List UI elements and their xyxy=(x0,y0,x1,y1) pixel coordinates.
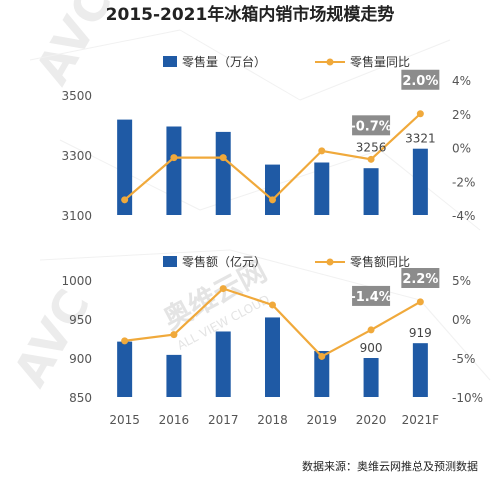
right-axis-tick: 0% xyxy=(452,142,471,156)
bar-value-label-2021F: 3321 xyxy=(405,132,436,146)
bar-2020 xyxy=(363,358,379,397)
sales-volume-chart: 零售量（万台） 零售量同比 3100 3300 3500 4% 2% 0% -2% -4% 3256… xyxy=(61,54,475,223)
legend-marker-line xyxy=(326,258,334,266)
left-axis-tick: 900 xyxy=(69,352,92,366)
x-axis-tick-2018: 2018 xyxy=(257,413,288,427)
x-axis-tick-2021F: 2021F xyxy=(402,413,440,427)
callout-text: -0.7% xyxy=(350,119,391,134)
x-axis-tick-2019: 2019 xyxy=(307,413,338,427)
left-axis-tick: 3100 xyxy=(61,209,92,223)
chart-title: 2015-2021年冰箱内销市场规模走势 xyxy=(106,4,395,25)
yoy-point-2020 xyxy=(367,155,375,163)
bar-value-label-2020: 3256 xyxy=(356,140,387,154)
callout-text: -1.4% xyxy=(350,290,391,305)
legend-swatch-bar xyxy=(163,256,177,267)
yoy-callout-2021F: 2.2% xyxy=(401,268,440,288)
left-axis-tick: 3500 xyxy=(61,89,92,103)
callout-box xyxy=(352,115,391,136)
left-axis-tick: 850 xyxy=(69,391,92,405)
left-axis-tick: 3300 xyxy=(61,149,92,163)
yoy-point-2016 xyxy=(170,331,178,339)
bar-2019 xyxy=(314,162,330,215)
watermark-line xyxy=(379,149,481,231)
watermark-line xyxy=(39,249,231,261)
legend-label-bar: 零售量（万台） xyxy=(182,54,266,69)
legend-label-bar: 零售额（亿元） xyxy=(182,254,266,269)
yoy-point-2018 xyxy=(269,301,276,309)
bar-value-label-2021F: 919 xyxy=(409,326,432,340)
watermark-line xyxy=(419,299,491,381)
legend-label-line: 零售额同比 xyxy=(350,254,410,269)
x-axis: 2015 2016 2017 2018 2019 2020 2021F xyxy=(109,413,439,427)
right-axis-tick: -10% xyxy=(452,391,483,405)
x-axis-tick-2017: 2017 xyxy=(208,413,239,427)
bar-2017 xyxy=(215,131,231,215)
bar-2016 xyxy=(166,126,182,215)
yoy-point-2018 xyxy=(269,196,276,204)
left-axis-tick: 1000 xyxy=(61,274,92,288)
yoy-callout-2020: -0.7% xyxy=(350,115,392,136)
sales-value-chart: 零售额（亿元） 零售额同比 850 900 950 1000 5% 0% -5% -10% 900 9… xyxy=(61,254,483,405)
x-axis-tick-2016: 2016 xyxy=(159,413,190,427)
legend-label-line: 零售量同比 xyxy=(350,54,410,69)
yoy-point-2021F xyxy=(416,298,424,306)
right-axis-tick: -4% xyxy=(452,209,475,223)
bar-2020 xyxy=(363,168,379,215)
yoy-point-2015 xyxy=(121,196,129,204)
watermark-line xyxy=(179,29,301,101)
left-axis-tick: 950 xyxy=(69,313,92,327)
callout-box xyxy=(352,285,391,306)
callout-text: 2.2% xyxy=(402,272,438,287)
bar-2015 xyxy=(117,119,133,215)
right-axis-tick: -2% xyxy=(452,175,475,189)
bar-value-label-2020: 900 xyxy=(360,341,383,355)
legend-marker-line xyxy=(326,58,334,66)
callout-box xyxy=(401,69,440,90)
watermark-logo: AVC xyxy=(3,280,101,395)
yoy-point-2020 xyxy=(367,326,375,334)
bar-2016 xyxy=(166,354,182,397)
callout-text: 2.0% xyxy=(402,74,438,89)
right-axis-tick: 4% xyxy=(452,74,471,88)
watermark-line xyxy=(29,29,181,61)
bar-2021F xyxy=(412,343,428,397)
x-axis-tick-2015: 2015 xyxy=(109,413,140,427)
yoy-point-2019 xyxy=(318,352,326,360)
right-axis-tick: 5% xyxy=(452,274,471,288)
yoy-point-2019 xyxy=(318,147,326,155)
right-axis-tick: 0% xyxy=(452,313,471,327)
bar-2021F xyxy=(412,148,428,215)
x-axis-tick-2020: 2020 xyxy=(356,413,387,427)
legend-swatch-bar xyxy=(163,56,177,67)
bar-2019 xyxy=(314,350,330,397)
yoy-point-2016 xyxy=(170,154,178,162)
yoy-callout-2021F: 2.0% xyxy=(401,69,440,90)
data-source-note: 数据来源：奥维云网推总及预测数据 xyxy=(302,459,478,473)
yoy-point-2015 xyxy=(121,337,129,345)
right-axis-tick: 2% xyxy=(452,108,471,122)
yoy-callout-2020: -1.4% xyxy=(350,285,392,306)
bar-2015 xyxy=(117,341,133,397)
callout-box xyxy=(401,268,440,288)
yoy-point-2021F xyxy=(416,110,424,118)
legend: 零售额（亿元） 零售额同比 xyxy=(163,254,410,269)
bar-2018 xyxy=(265,317,280,397)
bar-2017 xyxy=(215,331,231,397)
yoy-point-2017 xyxy=(219,285,227,293)
right-axis-tick: -5% xyxy=(452,352,475,366)
watermark-line xyxy=(299,39,451,101)
yoy-point-2017 xyxy=(219,154,227,162)
bar-2018 xyxy=(265,164,280,215)
legend: 零售量（万台） 零售量同比 xyxy=(163,54,410,69)
